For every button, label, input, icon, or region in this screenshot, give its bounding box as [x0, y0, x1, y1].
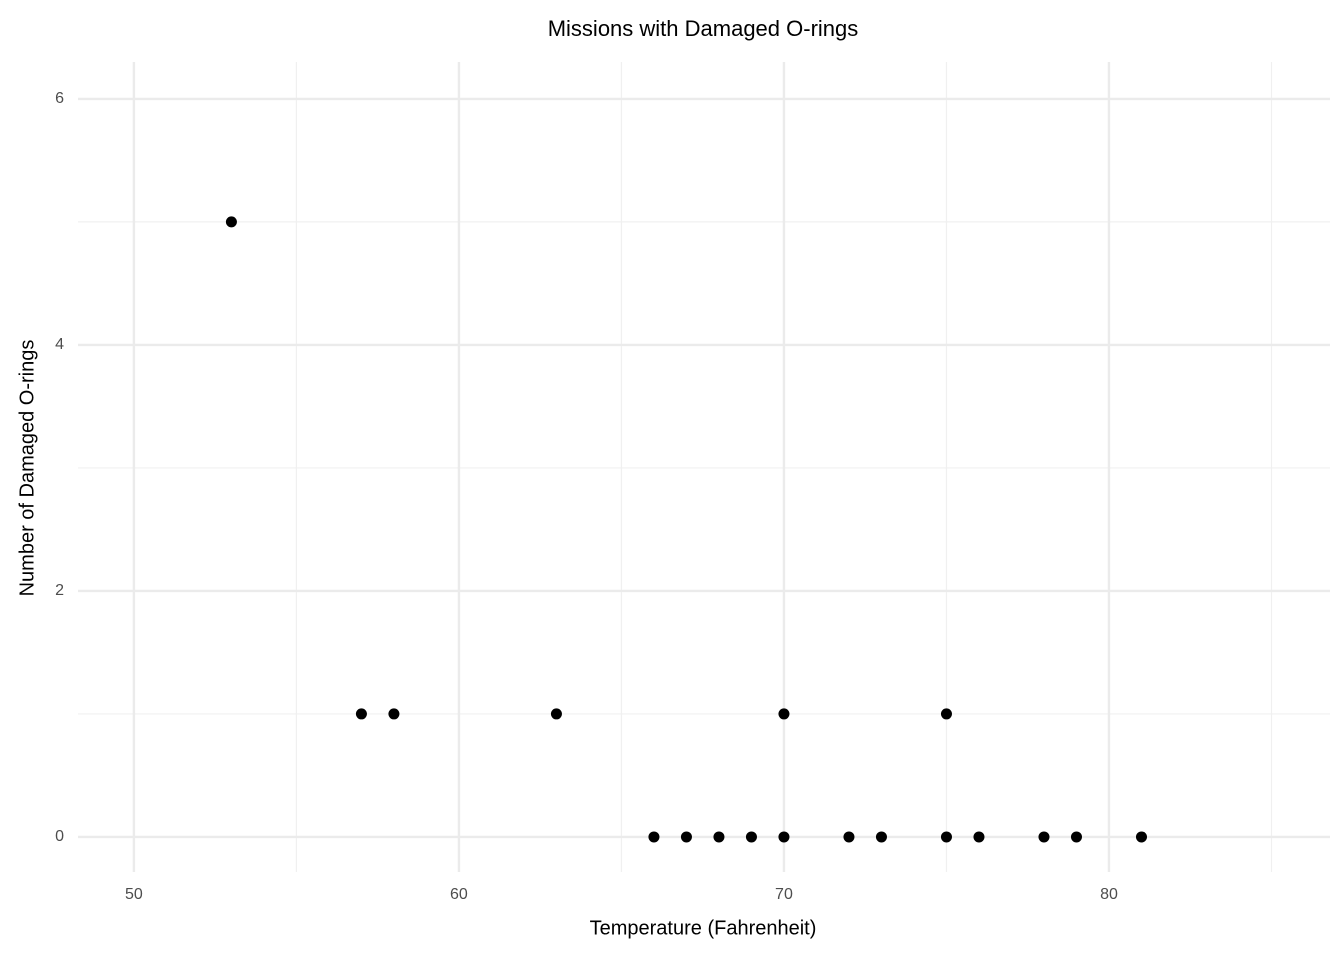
y-tick-label: 6 [55, 90, 64, 107]
point [680, 831, 692, 843]
y-tick-label: 0 [55, 828, 64, 845]
point [355, 708, 367, 720]
point [1070, 831, 1082, 843]
point [778, 708, 790, 720]
x-tick-label: 60 [450, 886, 468, 903]
x-tick-label: 50 [125, 886, 143, 903]
point [648, 831, 660, 843]
point [1135, 831, 1147, 843]
point [875, 831, 887, 843]
point [713, 831, 725, 843]
point [940, 708, 952, 720]
point [388, 708, 400, 720]
y-tick-label: 2 [55, 582, 64, 599]
x-axis-title: Temperature (Fahrenheit) [590, 917, 817, 939]
point [1038, 831, 1050, 843]
point [940, 831, 952, 843]
x-tick-label: 80 [1100, 886, 1118, 903]
y-tick-label: 4 [55, 336, 64, 353]
chart-title: Missions with Damaged O-rings [548, 16, 859, 41]
point [745, 831, 757, 843]
point [225, 216, 237, 228]
x-tick-label: 70 [775, 886, 793, 903]
point [778, 831, 790, 843]
point [550, 708, 562, 720]
point [973, 831, 985, 843]
y-axis-title: Number of Damaged O-rings [16, 340, 38, 597]
point [843, 831, 855, 843]
